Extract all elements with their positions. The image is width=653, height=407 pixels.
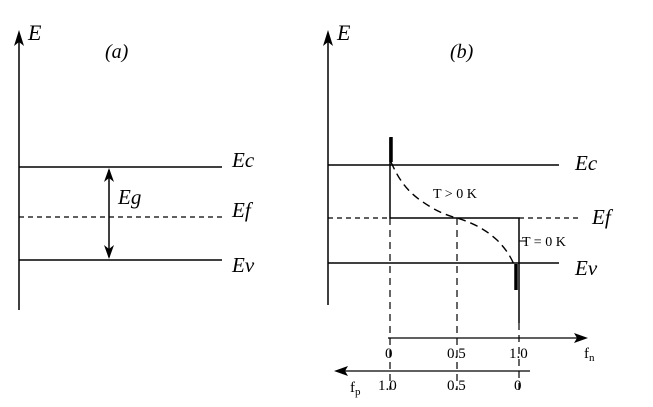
panel-b-fn-tick-10: 1.0 <box>509 346 528 362</box>
panel-a: E (a) Ec Ef Ev Eg <box>14 20 255 310</box>
panel-b: E (b) Ec Ef Ev T > 0 K T = 0 K 0 0.5 1.0… <box>323 20 614 398</box>
panel-a-ef-label: Ef <box>231 198 254 222</box>
panel-b-caption: (b) <box>450 41 474 63</box>
panel-b-fn-subscript: n <box>589 352 595 364</box>
panel-b-fp-label: fp <box>350 380 361 398</box>
panel-b-fn-tick-05: 0.5 <box>447 346 466 362</box>
panel-a-gap-arrow-bottom-icon <box>104 245 114 259</box>
panel-b-fp-tick-05: 0.5 <box>447 378 466 394</box>
panel-b-cold-curve-label: T = 0 K <box>522 235 566 250</box>
panel-b-fp-arrow-icon <box>334 366 348 376</box>
panel-b-axis-arrow-icon <box>323 30 333 46</box>
panel-b-hot-curve-label: T > 0 K <box>433 187 477 202</box>
panel-b-axis-label: E <box>336 20 351 45</box>
panel-a-gap-arrow-top-icon <box>104 168 114 182</box>
panel-b-fn-letter: f <box>584 346 589 362</box>
panel-b-ev-label: Ev <box>574 256 598 280</box>
panel-b-ef-label: Ef <box>591 205 614 229</box>
panel-b-fn-tick-0: 0 <box>385 346 393 362</box>
panel-b-fp-subscript: p <box>355 386 361 398</box>
panel-a-gap-label: Eg <box>117 185 141 209</box>
panel-b-fp-letter: f <box>350 380 355 396</box>
panel-b-step-function <box>389 138 520 323</box>
panel-b-fp-tick-0: 0 <box>514 378 522 394</box>
panel-a-axis-label: E <box>27 20 42 45</box>
panel-b-fp-tick-10: 1.0 <box>378 378 397 394</box>
panel-b-fn-arrow-icon <box>574 333 588 343</box>
panel-a-caption: (a) <box>105 41 129 63</box>
panel-a-ec-label: Ec <box>231 148 255 172</box>
panel-b-ec-label: Ec <box>574 151 598 175</box>
panel-a-ev-label: Ev <box>231 253 255 277</box>
panel-a-axis-arrow-icon <box>14 30 24 46</box>
panel-b-thermal-curve <box>390 161 517 271</box>
panel-b-fn-label: fn <box>584 346 595 364</box>
